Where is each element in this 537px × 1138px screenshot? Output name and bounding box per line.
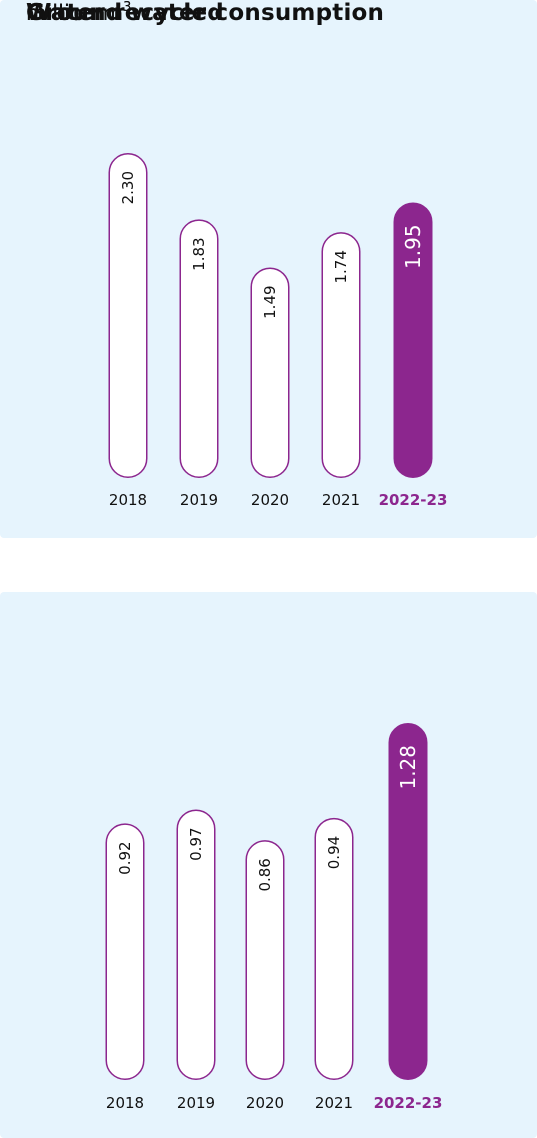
water-recycled-value-label-2021: 0.94: [325, 836, 343, 869]
ground-water-bar-2019: [179, 219, 219, 478]
ground-water-value-label-2020: 1.49: [261, 285, 279, 318]
water-recycled-category-label-2019: 2019: [177, 1094, 215, 1112]
ground-water-chart: 2.30 2018 1.83 2019 1.49 2020 1.74 2021 1.95 2022…: [108, 153, 448, 509]
water-recycled-value-label-2019: 0.97: [187, 827, 205, 860]
water-recycled-chart: 0.92 2018 0.97 2019 0.86 2020 0.94 2021 1.28 2022…: [105, 723, 443, 1112]
ground-water-category-label-2020: 2020: [251, 491, 289, 509]
ground-water-category-label-2022-23: 2022-23: [379, 491, 448, 509]
ground-water-bar-2020: [250, 267, 290, 478]
water-recycled-title: Water recycled: [26, 0, 224, 26]
ground-water-title: Ground water consumption: [26, 0, 385, 26]
water-recycled-value-label-2018: 0.92: [116, 841, 134, 874]
ground-water-unit-superscript: 3: [123, 0, 132, 15]
water-recycled-bar-2020: [245, 840, 285, 1080]
ground-water-value-label-2018: 2.30: [119, 171, 137, 204]
ground-water-category-label-2018: 2018: [109, 491, 147, 509]
ground-water-value-label-2019: 1.83: [190, 237, 208, 270]
water-recycled-unit-superscript: 3: [123, 0, 132, 15]
water-recycled-bar-2022-23: [388, 723, 428, 1080]
ground-water-bar-2018: [108, 153, 148, 478]
ground-water-unit: million m3: [26, 0, 131, 25]
water-recycled-unit: million m3: [26, 0, 131, 25]
water-recycled-bar-2021: [314, 817, 354, 1080]
ground-water-category-label-2021: 2021: [322, 491, 360, 509]
ground-water-value-label-2022-23: 1.95: [401, 224, 425, 269]
water-recycled-bar-2019: [176, 809, 216, 1080]
water-recycled-value-label-2022-23: 1.28: [396, 745, 420, 790]
water-recycled-category-label-2018: 2018: [106, 1094, 144, 1112]
ground-water-category-label-2019: 2019: [180, 491, 218, 509]
ground-water-bar-2022-23: [393, 202, 433, 479]
ground-water-unit-prefix: million m: [26, 1, 124, 25]
water-recycled-category-label-2021: 2021: [315, 1094, 353, 1112]
water-recycled-category-label-2022-23: 2022-23: [374, 1094, 443, 1112]
ground-water-bar-2021: [321, 232, 361, 478]
ground-water-value-label-2021: 1.74: [332, 250, 350, 283]
water-recycled-value-label-2020: 0.86: [256, 858, 274, 891]
water-recycled-bar-2018: [105, 823, 145, 1080]
water-recycled-unit-prefix: million m: [26, 1, 124, 25]
water-recycled-category-label-2020: 2020: [246, 1094, 284, 1112]
